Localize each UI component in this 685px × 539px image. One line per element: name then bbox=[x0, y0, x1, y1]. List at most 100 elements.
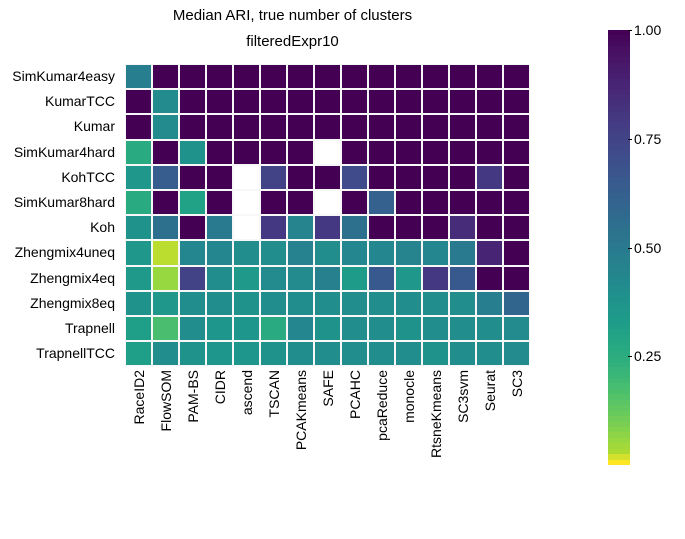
heatmap-cell bbox=[449, 165, 476, 190]
heatmap-cell bbox=[503, 266, 530, 291]
heatmap-row bbox=[125, 114, 585, 139]
col-label-wrap: CIDR bbox=[206, 370, 233, 530]
heatmap-cell bbox=[476, 316, 503, 341]
heatmap-cell bbox=[179, 165, 206, 190]
heatmap-cell bbox=[260, 114, 287, 139]
heatmap-cell bbox=[179, 89, 206, 114]
heatmap-cell bbox=[449, 240, 476, 265]
heatmap-cell bbox=[422, 291, 449, 316]
heatmap-cell bbox=[179, 64, 206, 89]
row-label: Koh bbox=[0, 215, 120, 240]
heatmap-cell bbox=[449, 291, 476, 316]
heatmap-cell bbox=[233, 215, 260, 240]
heatmap-cell bbox=[503, 165, 530, 190]
row-labels: SimKumar4easyKumarTCCKumarSimKumar4hardK… bbox=[0, 64, 120, 366]
col-label: PCAKmeans bbox=[293, 370, 309, 450]
heatmap-cell bbox=[314, 114, 341, 139]
heatmap-cell bbox=[368, 341, 395, 366]
heatmap-cell bbox=[179, 291, 206, 316]
heatmap-cell bbox=[449, 215, 476, 240]
heatmap-cell bbox=[341, 140, 368, 165]
col-label-wrap: PCAKmeans bbox=[287, 370, 314, 530]
heatmap-cell bbox=[449, 64, 476, 89]
colorbar bbox=[608, 30, 630, 465]
heatmap-cell bbox=[233, 240, 260, 265]
heatmap-cell bbox=[503, 316, 530, 341]
heatmap-row bbox=[125, 140, 585, 165]
heatmap-cell bbox=[314, 165, 341, 190]
heatmap-cell bbox=[395, 341, 422, 366]
row-label: TrapnellTCC bbox=[0, 341, 120, 366]
col-label-wrap: TSCAN bbox=[260, 370, 287, 530]
heatmap-cell bbox=[422, 89, 449, 114]
heatmap-cell bbox=[449, 316, 476, 341]
heatmap-cell bbox=[233, 341, 260, 366]
heatmap-cell bbox=[233, 165, 260, 190]
col-label: CIDR bbox=[212, 370, 228, 404]
heatmap-cell bbox=[395, 240, 422, 265]
heatmap-cell bbox=[422, 140, 449, 165]
row-label: Trapnell bbox=[0, 316, 120, 341]
heatmap-cell bbox=[206, 316, 233, 341]
heatmap-cell bbox=[395, 316, 422, 341]
heatmap-cell bbox=[260, 165, 287, 190]
col-label: FlowSOM bbox=[158, 370, 174, 431]
row-label: Zhengmix4uneq bbox=[0, 240, 120, 265]
heatmap-cell bbox=[368, 215, 395, 240]
heatmap-cell bbox=[368, 266, 395, 291]
heatmap-cell bbox=[206, 240, 233, 265]
col-label-wrap: PCAHC bbox=[341, 370, 368, 530]
heatmap-cell bbox=[287, 114, 314, 139]
heatmap-cell bbox=[449, 140, 476, 165]
heatmap-cell bbox=[341, 291, 368, 316]
col-label-wrap: ascend bbox=[233, 370, 260, 530]
heatmap-cell bbox=[287, 64, 314, 89]
heatmap-cell bbox=[314, 64, 341, 89]
figure: Median ARI, true number of clusters filt… bbox=[0, 0, 685, 539]
heatmap-cell bbox=[287, 291, 314, 316]
heatmap-cell bbox=[341, 240, 368, 265]
heatmap-cell bbox=[503, 215, 530, 240]
heatmap-cell bbox=[152, 165, 179, 190]
colorbar-ticks: 1.000.750.500.25 bbox=[634, 30, 684, 465]
heatmap-row bbox=[125, 215, 585, 240]
col-label-wrap: FlowSOM bbox=[152, 370, 179, 530]
col-label-wrap: Seurat bbox=[476, 370, 503, 530]
heatmap-cell bbox=[314, 291, 341, 316]
heatmap-cell bbox=[179, 266, 206, 291]
heatmap bbox=[125, 64, 585, 366]
row-label: SimKumar4easy bbox=[0, 64, 120, 89]
heatmap-cell bbox=[476, 291, 503, 316]
heatmap-cell bbox=[476, 266, 503, 291]
heatmap-cell bbox=[260, 266, 287, 291]
row-label: KohTCC bbox=[0, 165, 120, 190]
heatmap-cell bbox=[341, 190, 368, 215]
row-label: Zhengmix8eq bbox=[0, 291, 120, 316]
heatmap-cell bbox=[476, 64, 503, 89]
heatmap-cell bbox=[422, 165, 449, 190]
heatmap-cell bbox=[314, 266, 341, 291]
heatmap-cell bbox=[422, 316, 449, 341]
heatmap-cell bbox=[233, 114, 260, 139]
heatmap-row bbox=[125, 64, 585, 89]
heatmap-cell bbox=[449, 89, 476, 114]
col-label: monocle bbox=[401, 370, 417, 423]
heatmap-cell bbox=[179, 140, 206, 165]
heatmap-cell bbox=[260, 341, 287, 366]
heatmap-cell bbox=[287, 140, 314, 165]
heatmap-cell bbox=[233, 190, 260, 215]
heatmap-cell bbox=[503, 190, 530, 215]
heatmap-cell bbox=[503, 64, 530, 89]
heatmap-cell bbox=[260, 316, 287, 341]
heatmap-cell bbox=[287, 240, 314, 265]
heatmap-cell bbox=[476, 140, 503, 165]
heatmap-row bbox=[125, 341, 585, 366]
heatmap-cell bbox=[125, 316, 152, 341]
heatmap-cell bbox=[395, 266, 422, 291]
heatmap-cell bbox=[476, 240, 503, 265]
heatmap-cell bbox=[206, 215, 233, 240]
col-label: ascend bbox=[239, 370, 255, 415]
col-label: PAM-BS bbox=[185, 370, 201, 423]
heatmap-cell bbox=[233, 64, 260, 89]
colorbar-tick: 0.25 bbox=[634, 348, 661, 364]
